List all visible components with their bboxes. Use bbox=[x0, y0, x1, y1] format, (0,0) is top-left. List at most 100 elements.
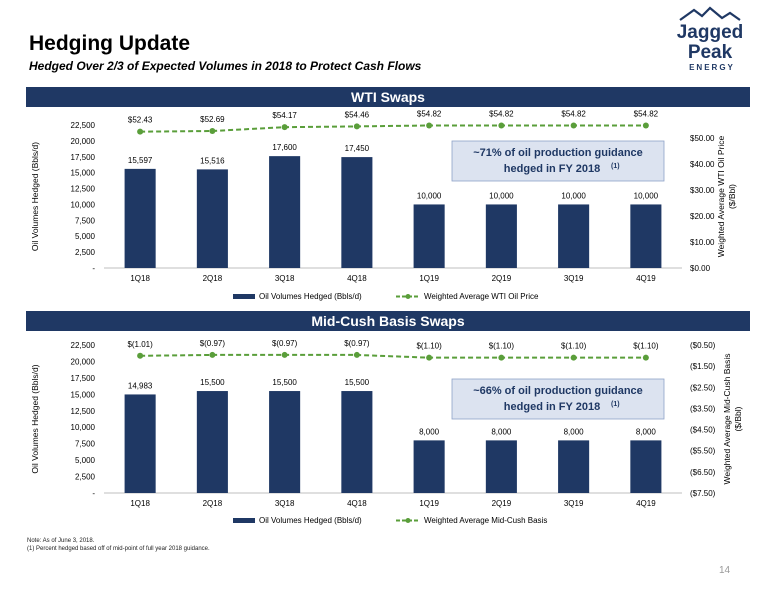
bar-value-label: 8,000 bbox=[636, 427, 657, 436]
bar bbox=[341, 391, 373, 493]
x-tick-label: 1Q19 bbox=[419, 499, 439, 508]
y2-axis-title: Weighted Average Mid-Cush Basis($/Bbl) bbox=[722, 353, 743, 484]
callout-box bbox=[451, 140, 665, 182]
line-point bbox=[281, 351, 288, 358]
line-value-label: $(1.10) bbox=[416, 342, 442, 351]
y-tick-label: 20,000 bbox=[71, 137, 96, 146]
y-tick-label: 10,000 bbox=[71, 200, 96, 209]
bar-value-label: 10,000 bbox=[561, 191, 586, 200]
logo-word-energy: ENERGY bbox=[689, 63, 735, 72]
line-value-label: $(0.97) bbox=[272, 339, 298, 348]
legend-swatch-point bbox=[405, 518, 411, 523]
bar bbox=[558, 204, 590, 268]
line-value-label: $(1.01) bbox=[127, 340, 153, 349]
callout-footnote-ref: (1) bbox=[611, 401, 620, 408]
y2-tick-label: $50.00 bbox=[690, 134, 715, 143]
line-series bbox=[140, 353, 646, 359]
line-value-label: $(1.10) bbox=[489, 342, 515, 351]
line-point bbox=[426, 354, 433, 361]
wti-swaps-banner: WTI Swaps bbox=[26, 87, 750, 107]
bar bbox=[630, 440, 662, 493]
y2-tick-label: ($5.50) bbox=[690, 447, 716, 456]
bar bbox=[413, 204, 445, 268]
bar bbox=[341, 157, 373, 268]
x-tick-label: 1Q18 bbox=[130, 499, 150, 508]
line-point bbox=[642, 122, 649, 129]
bar bbox=[558, 440, 590, 493]
legend-label-line: Weighted Average WTI Oil Price bbox=[424, 292, 539, 301]
line-value-label: $54.82 bbox=[417, 109, 442, 118]
bar-value-label: 10,000 bbox=[634, 191, 659, 200]
line-point bbox=[642, 354, 649, 361]
x-tick-label: 2Q18 bbox=[203, 274, 223, 283]
line-point bbox=[498, 354, 505, 361]
y-axis-title: Oil Volumes Hedged (Bbls/d) bbox=[30, 142, 40, 251]
x-tick-label: 4Q18 bbox=[347, 499, 367, 508]
bar bbox=[196, 391, 228, 493]
mountain-icon bbox=[679, 6, 741, 21]
y-tick-label: 5,000 bbox=[75, 456, 96, 465]
mid-cush-banner: Mid-Cush Basis Swaps bbox=[26, 311, 750, 331]
bar bbox=[124, 168, 156, 268]
bar-value-label: 10,000 bbox=[417, 191, 442, 200]
y2-tick-label: $40.00 bbox=[690, 160, 715, 169]
line-point bbox=[137, 128, 144, 135]
x-tick-label: 2Q19 bbox=[492, 274, 512, 283]
y-tick-label: 5,000 bbox=[75, 232, 96, 241]
callout-line-1: ~71% of oil production guidance bbox=[473, 147, 643, 159]
legend-swatch-bars bbox=[233, 294, 255, 299]
footnote-date: Note: As of June 3, 2018. bbox=[27, 538, 95, 544]
y2-tick-label: ($2.50) bbox=[690, 383, 716, 392]
y-tick-label: 17,500 bbox=[71, 374, 96, 383]
page-title: Hedging Update bbox=[29, 32, 190, 55]
y-tick-label: 10,000 bbox=[71, 423, 96, 432]
x-tick-label: 3Q19 bbox=[564, 274, 584, 283]
line-point bbox=[137, 352, 144, 359]
line-point bbox=[353, 123, 360, 130]
x-tick-label: 4Q19 bbox=[636, 274, 656, 283]
line-value-label: $(1.10) bbox=[633, 342, 659, 351]
callout-line-2: hedged in FY 2018 bbox=[504, 163, 600, 175]
bar bbox=[485, 440, 517, 493]
legend-label-line: Weighted Average Mid-Cush Basis bbox=[424, 516, 547, 525]
line-value-label: $52.69 bbox=[200, 115, 225, 124]
line-value-label: $54.82 bbox=[489, 109, 514, 118]
line-point bbox=[353, 351, 360, 358]
bar-value-label: 14,983 bbox=[128, 381, 153, 390]
bar bbox=[413, 440, 445, 493]
bar-value-label: 8,000 bbox=[564, 427, 585, 436]
y2-tick-label: $0.00 bbox=[690, 264, 711, 273]
legend-label-bars: Oil Volumes Hedged (Bbls/d) bbox=[259, 516, 362, 525]
line-point bbox=[570, 122, 577, 129]
y-tick-label: 20,000 bbox=[71, 357, 96, 366]
y-tick-label: 7,500 bbox=[75, 216, 96, 225]
y-tick-label: 22,500 bbox=[71, 341, 96, 350]
line-point bbox=[209, 128, 216, 135]
line-value-label: $54.82 bbox=[634, 109, 659, 118]
bar-value-label: 15,500 bbox=[200, 378, 225, 387]
footnote-1: (1) Percent hedged based off of mid-poin… bbox=[27, 546, 210, 552]
legend-swatch-point bbox=[405, 294, 411, 299]
y-tick-label: 7,500 bbox=[75, 440, 96, 449]
y2-axis-title: Weighted Average WTI Oil Price($/Bbl) bbox=[716, 135, 737, 257]
bar bbox=[269, 156, 301, 268]
y2-tick-label: ($1.50) bbox=[690, 362, 716, 371]
line-point bbox=[498, 122, 505, 129]
callout-line-1: ~66% of oil production guidance bbox=[473, 385, 643, 397]
jagged-peak-logo: Jagged Peak ENERGY bbox=[677, 6, 743, 72]
y2-tick-label: ($6.50) bbox=[690, 468, 716, 477]
x-tick-label: 2Q19 bbox=[492, 499, 512, 508]
line-point bbox=[570, 354, 577, 361]
page-subtitle: Hedged Over 2/3 of Expected Volumes in 2… bbox=[29, 59, 422, 73]
y2-tick-label: $20.00 bbox=[690, 212, 715, 221]
y-tick-label: - bbox=[92, 264, 95, 273]
bar bbox=[485, 204, 517, 268]
line-value-label: $(0.97) bbox=[200, 339, 226, 348]
y-tick-label: 12,500 bbox=[71, 185, 96, 194]
line-value-label: $54.82 bbox=[561, 109, 586, 118]
line-value-label: $54.17 bbox=[272, 111, 297, 120]
line-point bbox=[281, 124, 288, 131]
bar bbox=[269, 391, 301, 493]
x-tick-label: 3Q18 bbox=[275, 274, 295, 283]
bar-value-label: 10,000 bbox=[489, 191, 514, 200]
